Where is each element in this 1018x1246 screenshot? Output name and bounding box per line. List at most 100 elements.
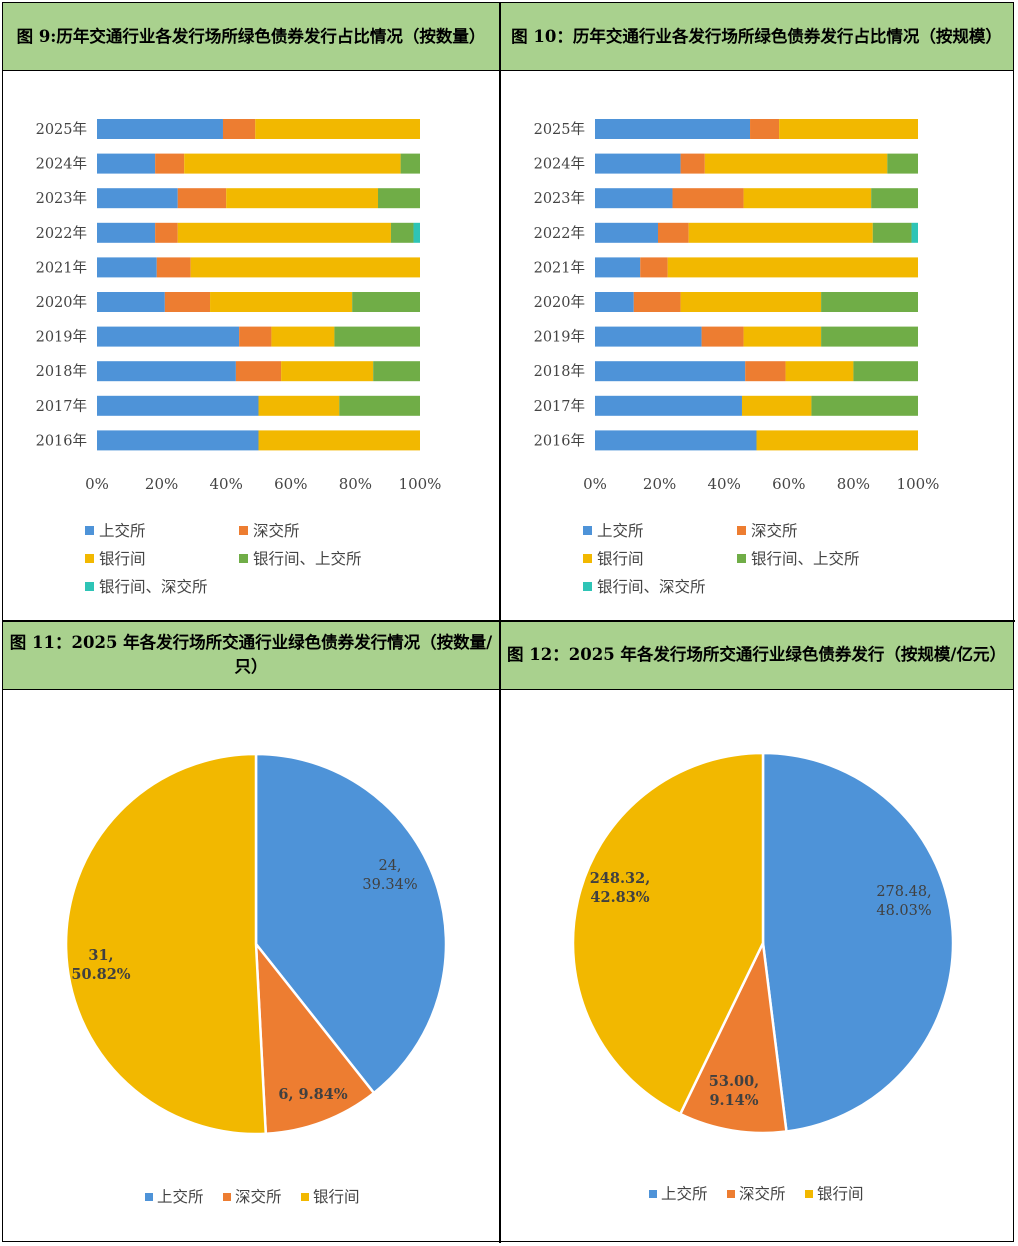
- fig10-bar-8-0: [594, 395, 742, 416]
- fig10-xtick-4: 80%: [836, 475, 869, 493]
- fig12-data-label-1-0: 53.00,: [708, 1073, 758, 1090]
- fig9-bar-1-2: [184, 153, 401, 174]
- fig10-bar-6-1: [701, 326, 744, 347]
- fig9-legend-swatch-2: [85, 554, 94, 563]
- fig9-bar-7-1: [235, 361, 282, 382]
- fig9-bar-8-0: [97, 395, 259, 416]
- fig10-bar-7-0: [594, 361, 745, 382]
- fig9-bar-5-2: [210, 292, 353, 312]
- vertical-divider: [499, 3, 501, 1243]
- fig10-ylabel-9: 2016年: [533, 432, 584, 449]
- fig10-chart: 2025年 2024年 2023年 2022年 2021年 2020年 2019年 2018年…: [533, 119, 939, 596]
- fig9-bar-4-1: [156, 257, 191, 278]
- fig9-bar-2-2: [226, 188, 379, 209]
- fig10-bar-7-1: [744, 361, 786, 382]
- fig9-bar-0-2: [255, 119, 420, 139]
- fig9-bar-8-3: [339, 395, 420, 416]
- fig9-bar-9-2: [258, 430, 420, 451]
- fig9-bar-1-3: [400, 153, 420, 174]
- fig10-bar-2-2: [743, 188, 871, 209]
- fig12-legend-label-2: 银行间: [817, 1185, 864, 1203]
- fig12-data-label-0-1: 48.03%: [876, 903, 931, 919]
- fig10-bar-4-2: [667, 257, 918, 278]
- fig11-legend-label-1: 深交所: [235, 1188, 282, 1206]
- fig11-caption: 图 11：2025 年各发行场所交通行业绿色债券发行情况（按数量/只）: [3, 621, 499, 690]
- fig10-ylabel-0: 2025年: [533, 121, 584, 138]
- fig12-legend-swatch-1: [726, 1189, 735, 1198]
- fig9-ylabel-2: 2023年: [36, 190, 87, 207]
- fig9-bar-3-4: [413, 222, 420, 243]
- fig10-xtick-3: 60%: [772, 475, 805, 493]
- fig11-legend-swatch-0: [145, 1192, 153, 1201]
- fig10-xtick-0: 0%: [583, 475, 607, 493]
- fig10-legend-label-3: 银行间、上交所: [751, 550, 860, 568]
- fig10-ylabel-2: 2023年: [533, 190, 584, 207]
- fig10-legend-swatch-0: [582, 526, 592, 535]
- fig10-legend-label-2: 银行间: [597, 550, 644, 568]
- fig9-bar-6-0: [97, 326, 240, 347]
- fig12-chart: 278.48, 48.03% 53.00, 9.14% 248.32, 42.83% 上交所…: [571, 751, 954, 1203]
- fig9-chart: 2025年 2024年 2023年 2022年 2021年 2020年 2019年 2018年…: [36, 119, 441, 596]
- fig12-data-label-2-1: 42.83%: [590, 889, 649, 906]
- fig10-bar-5-1: [633, 292, 681, 312]
- fig11-data-label-2-0: 31,: [88, 947, 113, 964]
- fig10-bar-9-2: [756, 430, 918, 451]
- fig9-bar-3-1: [155, 222, 178, 243]
- fig9-legend-label-3: 银行间、上交所: [253, 550, 362, 568]
- fig9-ylabel-7: 2018年: [36, 363, 87, 380]
- fig9-legend-label-4: 银行间、深交所: [99, 578, 208, 596]
- fig9-legend-label-0: 上交所: [99, 522, 146, 540]
- fig9-bar-5-0: [97, 292, 165, 312]
- fig11-slice-1: [254, 939, 376, 1135]
- fig9-xtick-2: 40%: [210, 475, 243, 493]
- fig9-bar-6-2: [271, 326, 335, 347]
- fig12-panel: 图 12：2025 年各发行场所交通行业绿色债券发行（按规模/亿元） 278.4…: [500, 621, 1013, 1240]
- fig10-legend-label-0: 上交所: [597, 522, 644, 540]
- fig10-bar-1-1: [680, 153, 705, 174]
- fig10-bar-1-2: [704, 153, 887, 174]
- fig10-legend-label-1: 深交所: [751, 522, 798, 540]
- fig9-legend-label-2: 银行间: [99, 550, 146, 568]
- fig9-bar-3-3: [390, 222, 414, 243]
- fig9-bar-2-1: [177, 188, 227, 209]
- fig9-bar-2-0: [97, 188, 178, 209]
- fig10-legend-label-4: 银行间、深交所: [597, 578, 706, 596]
- fig9-xtick-0: 0%: [85, 475, 109, 493]
- fig10-caption: 图 10：历年交通行业各发行场所绿色债券发行占比情况（按规模）: [500, 3, 1013, 71]
- fig10-bar-3-1: [657, 222, 689, 243]
- fig9-bar-3-0: [97, 222, 156, 243]
- fig11-slice-0: [254, 752, 448, 1095]
- fig11-data-label-0-1: 39.34%: [362, 877, 417, 893]
- fig9-ylabel-5: 2020年: [36, 294, 87, 311]
- fig12-data-label-0-0: 278.48,: [876, 884, 931, 900]
- fig12-data-label-2-0: 248.32,: [589, 870, 650, 887]
- fig10-bar-0-0: [594, 119, 750, 139]
- fig9-bar-0-0: [97, 119, 223, 139]
- fig9-ylabel-4: 2021年: [36, 259, 87, 276]
- fig11-data-label-1-0: 6, 9.84%: [278, 1086, 348, 1103]
- fig12-slice-2: [571, 751, 764, 1116]
- fig9-bar-1-1: [155, 153, 185, 174]
- fig10-ylabel-4: 2021年: [533, 259, 584, 276]
- fig10-bar-5-2: [680, 292, 821, 312]
- fig10-ylabel-6: 2019年: [533, 329, 584, 346]
- fig10-bar-9-0: [594, 430, 756, 451]
- fig9-bar-1-0: [97, 153, 156, 174]
- fig12-legend-label-0: 上交所: [661, 1185, 708, 1203]
- fig11-legend-swatch-2: [301, 1192, 309, 1201]
- fig12-legend-swatch-0: [648, 1189, 657, 1198]
- fig9-legend-label-1: 深交所: [253, 522, 300, 540]
- fig9-legend-swatch-1: [239, 526, 248, 535]
- fig12-legend-swatch-2: [804, 1189, 813, 1198]
- fig10-bar-0-2: [778, 119, 918, 139]
- fig12-caption: 图 12：2025 年各发行场所交通行业绿色债券发行（按规模/亿元）: [500, 621, 1013, 690]
- fig9-bar-0-1: [222, 119, 256, 139]
- fig12-slice-1: [678, 938, 788, 1134]
- fig10-bar-6-0: [594, 326, 702, 347]
- fig10-bar-3-3: [872, 222, 912, 243]
- fig11-panel: 图 11：2025 年各发行场所交通行业绿色债券发行情况（按数量/只） 24, 3…: [3, 621, 499, 1240]
- fig10-bar-4-1: [639, 257, 668, 278]
- fig10-bar-7-2: [785, 361, 853, 382]
- horizontal-divider: [3, 620, 1015, 622]
